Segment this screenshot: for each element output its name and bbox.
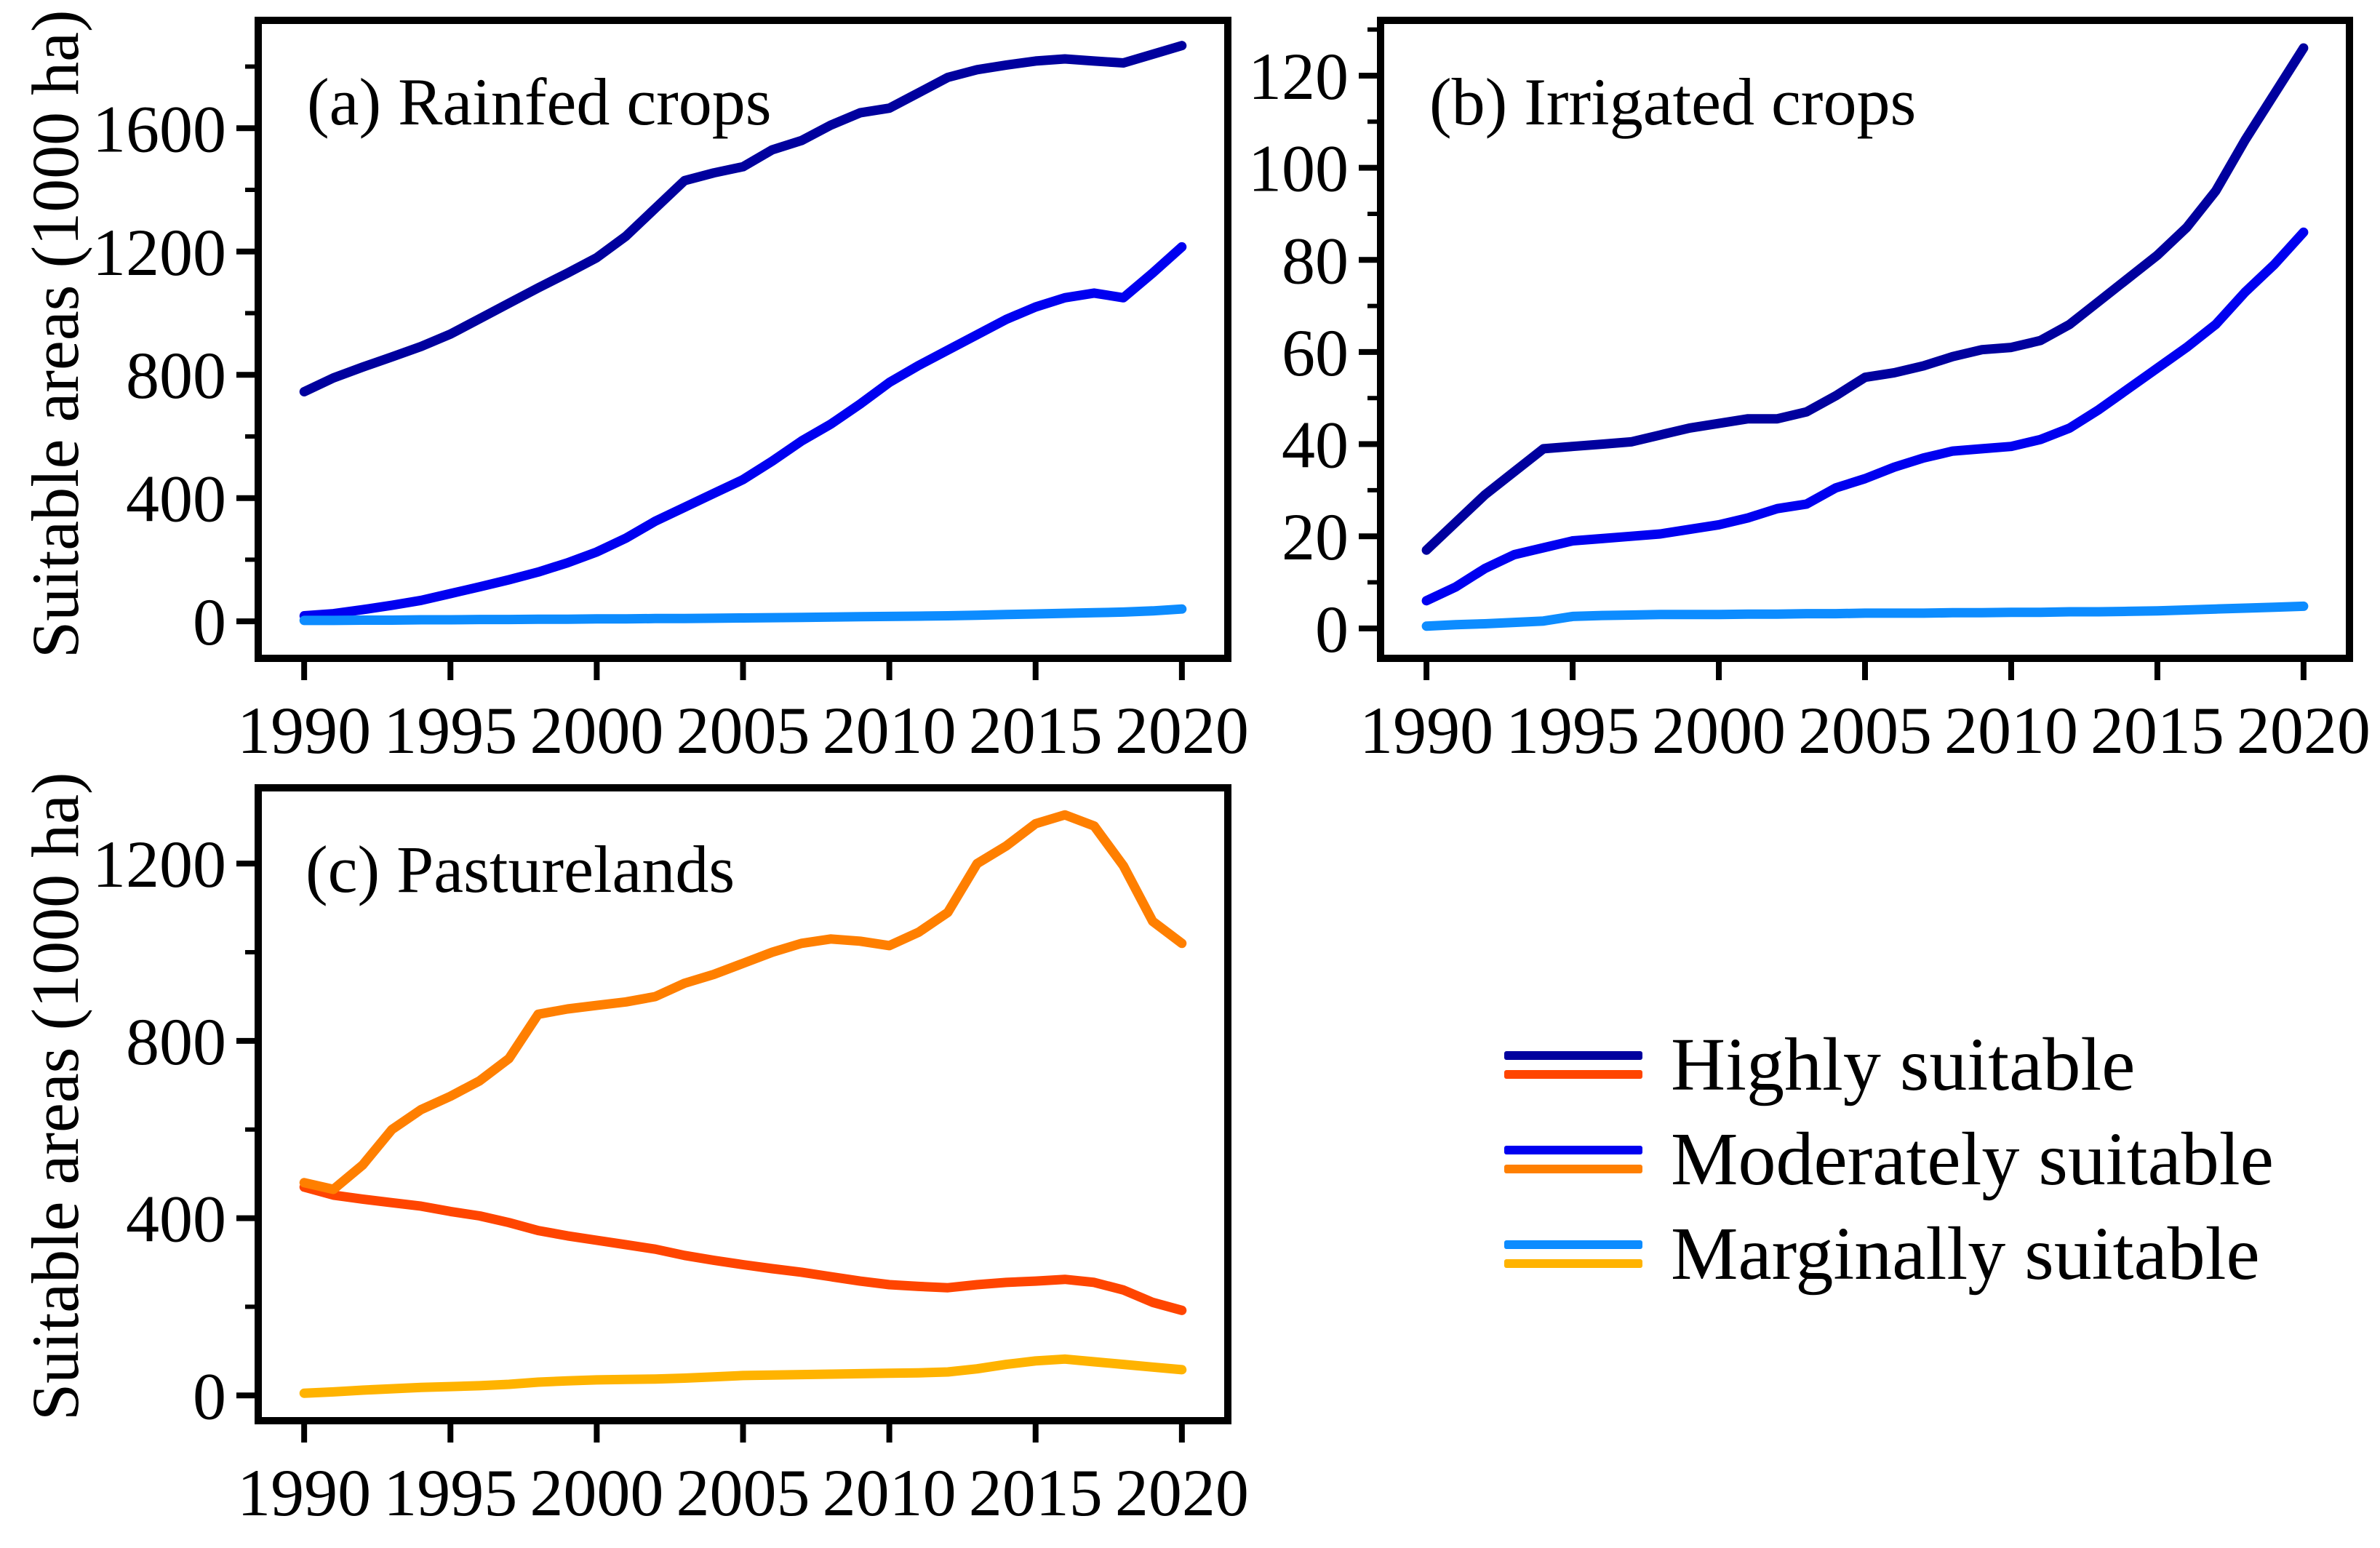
axes-box-c bbox=[255, 784, 1231, 1424]
x-tick-label-b: 2000 bbox=[1652, 693, 1786, 767]
x-tick-label-a: 2015 bbox=[969, 693, 1103, 767]
y-tick-label-a: 1600 bbox=[92, 92, 226, 166]
x-tick-label-c: 2010 bbox=[823, 1456, 957, 1530]
y-tick-label-c: 400 bbox=[126, 1182, 226, 1256]
series-line-c-moderately-suitable bbox=[299, 810, 1187, 1194]
x-tick-label-b: 2010 bbox=[1944, 693, 2078, 767]
legend-swatches-moderately bbox=[1504, 1146, 1671, 1173]
x-tick-label-c: 2005 bbox=[676, 1456, 810, 1530]
x-tick-label-c: 2000 bbox=[530, 1456, 663, 1530]
y-axis-label-pasturelands: Suitable areas (1000 ha) bbox=[18, 772, 92, 1421]
y-tick-label-a: 800 bbox=[126, 338, 226, 412]
series-line-a-moderately-suitable bbox=[299, 242, 1187, 621]
x-tick-label-a: 2010 bbox=[823, 693, 957, 767]
blue-line-icon bbox=[1504, 1146, 1642, 1154]
x-tick-label-a: 2020 bbox=[1115, 693, 1249, 767]
legend: Highly suitable Moderately suitable Marg… bbox=[1504, 1018, 2274, 1301]
x-tick-label-a: 1995 bbox=[383, 693, 517, 767]
y-axis-label-rainfed: Suitable areas (1000 ha) bbox=[18, 9, 92, 658]
x-tick-label-c: 1995 bbox=[383, 1456, 517, 1530]
y-tick-label-a: 0 bbox=[193, 585, 226, 659]
legend-row-highly: Highly suitable bbox=[1504, 1018, 2274, 1112]
legend-row-moderately: Moderately suitable bbox=[1504, 1112, 2274, 1207]
x-tick-label-a: 2000 bbox=[530, 693, 663, 767]
x-tick-label-b: 2015 bbox=[2091, 693, 2224, 767]
series-line-c-marginally-suitable bbox=[299, 1354, 1187, 1398]
x-tick-label-b: 1995 bbox=[1506, 693, 1640, 767]
y-tick-label-a: 1200 bbox=[92, 215, 226, 290]
x-tick-label-b: 1990 bbox=[1359, 693, 1493, 767]
x-tick-label-b: 2005 bbox=[1798, 693, 1932, 767]
orangered-line-icon bbox=[1504, 1070, 1642, 1079]
y-tick-label-c: 1200 bbox=[92, 827, 226, 901]
x-tick-label-b: 2020 bbox=[2237, 693, 2371, 767]
series-line-a-highly-suitable bbox=[299, 41, 1187, 396]
legend-row-marginally: Marginally suitable bbox=[1504, 1207, 2274, 1301]
series-line-b-marginally-suitable bbox=[1421, 601, 2309, 631]
legend-swatches-marginally bbox=[1504, 1240, 1671, 1268]
y-tick-label-b: 20 bbox=[1282, 500, 1349, 574]
y-tick-label-b: 120 bbox=[1248, 39, 1349, 113]
panel-title-pasturelands: (c) Pasturelands bbox=[306, 832, 735, 906]
x-tick-label-c: 2015 bbox=[969, 1456, 1103, 1530]
skyblue-line-icon bbox=[1504, 1240, 1642, 1249]
y-tick-label-b: 100 bbox=[1248, 132, 1349, 206]
axes-box-b bbox=[1377, 17, 2353, 662]
axes-box-a bbox=[255, 17, 1231, 662]
series-line-a-marginally-suitable bbox=[299, 604, 1187, 626]
y-tick-label-b: 60 bbox=[1282, 316, 1349, 390]
y-tick-label-a: 400 bbox=[126, 462, 226, 536]
legend-label-moderately: Moderately suitable bbox=[1671, 1117, 2274, 1201]
panel-title-rainfed: (a) Rainfed crops bbox=[307, 65, 772, 139]
x-tick-label-a: 2005 bbox=[676, 693, 810, 767]
legend-label-highly: Highly suitable bbox=[1671, 1023, 2136, 1106]
y-tick-label-b: 40 bbox=[1282, 408, 1349, 482]
panel-title-irrigated: (b) Irrigated crops bbox=[1429, 65, 1917, 139]
navy-line-icon bbox=[1504, 1051, 1642, 1060]
y-tick-label-b: 80 bbox=[1282, 223, 1349, 298]
x-tick-label-a: 1990 bbox=[237, 693, 371, 767]
y-tick-label-b: 0 bbox=[1315, 592, 1349, 666]
legend-swatches-highly bbox=[1504, 1051, 1671, 1079]
y-tick-label-c: 0 bbox=[193, 1359, 226, 1433]
amber-line-icon bbox=[1504, 1259, 1642, 1268]
series-line-b-highly-suitable bbox=[1421, 43, 2309, 555]
orange-line-icon bbox=[1504, 1165, 1642, 1173]
x-tick-label-c: 1990 bbox=[237, 1456, 371, 1530]
legend-label-marginally: Marginally suitable bbox=[1671, 1212, 2260, 1296]
series-line-b-moderately-suitable bbox=[1421, 227, 2309, 606]
x-tick-label-c: 2020 bbox=[1115, 1456, 1249, 1530]
y-tick-label-c: 800 bbox=[126, 1005, 226, 1079]
series-line-c-highly-suitable bbox=[299, 1182, 1187, 1315]
